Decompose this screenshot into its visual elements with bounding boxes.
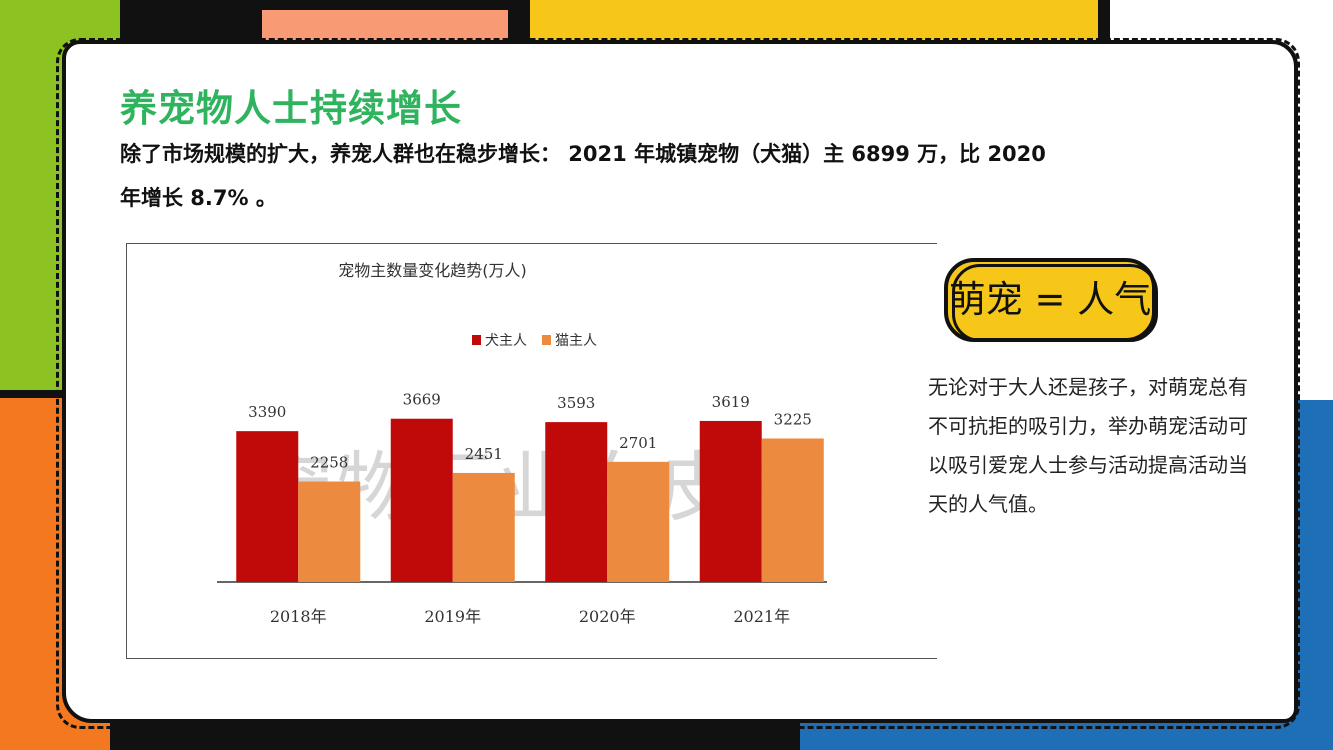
legend-swatch-1 (542, 335, 551, 345)
legend-label-0: 犬主人 (485, 333, 527, 349)
data-label-1-1: 2451 (465, 445, 503, 463)
bar-0-2 (545, 422, 608, 582)
chart-frame: 宠物主数量变化趋势(万人) 宠物行业白皮书 犬主人 猫主人 3390 2258 2018年 3… (126, 243, 937, 659)
bar-1-0 (298, 481, 361, 582)
slide-title: 养宠物人士持续增长 (120, 87, 462, 130)
bar-1-1 (452, 472, 515, 582)
bg-yellow-block (530, 0, 1098, 45)
badge-label: 萌宠 = 人气 (948, 278, 1152, 321)
x-tick-label-2: 2020年 (579, 607, 636, 626)
bar-0-0 (236, 431, 299, 582)
data-label-1-2: 2701 (619, 434, 657, 452)
legend-label-1: 猫主人 (555, 333, 597, 349)
legend-swatch-0 (472, 335, 481, 345)
badge-outline (952, 264, 1158, 342)
bar-0-3 (699, 420, 762, 582)
chart-title: 宠物主数量变化趋势(万人) (338, 261, 527, 280)
data-label-1-0: 2258 (310, 454, 348, 472)
data-label-0-2: 3593 (557, 394, 595, 412)
data-label-0-0: 3390 (248, 403, 286, 421)
bar-1-3 (761, 438, 824, 582)
side-text: 无论对于大人还是孩子，对萌宠总有不可抗拒的吸引力，举办萌宠活动可以吸引爱宠人士参… (928, 375, 1248, 516)
data-label-0-3: 3619 (712, 393, 750, 411)
badge: 萌宠 = 人气 (944, 258, 1158, 342)
x-tick-label-1: 2019年 (424, 607, 481, 626)
bg-blue-bottom-block (800, 718, 1240, 750)
data-label-0-1: 3669 (403, 391, 441, 409)
bar-0-1 (390, 418, 453, 582)
x-tick-label-3: 2021年 (733, 607, 790, 626)
data-label-1-3: 3225 (774, 410, 812, 428)
slide-description: 除了市场规模的扩大，养宠人群也在稳步增长： 2021 年城镇宠物（犬猫）主 68… (120, 142, 1046, 210)
x-tick-label-0: 2018年 (270, 607, 327, 626)
bar-1-2 (607, 461, 670, 582)
